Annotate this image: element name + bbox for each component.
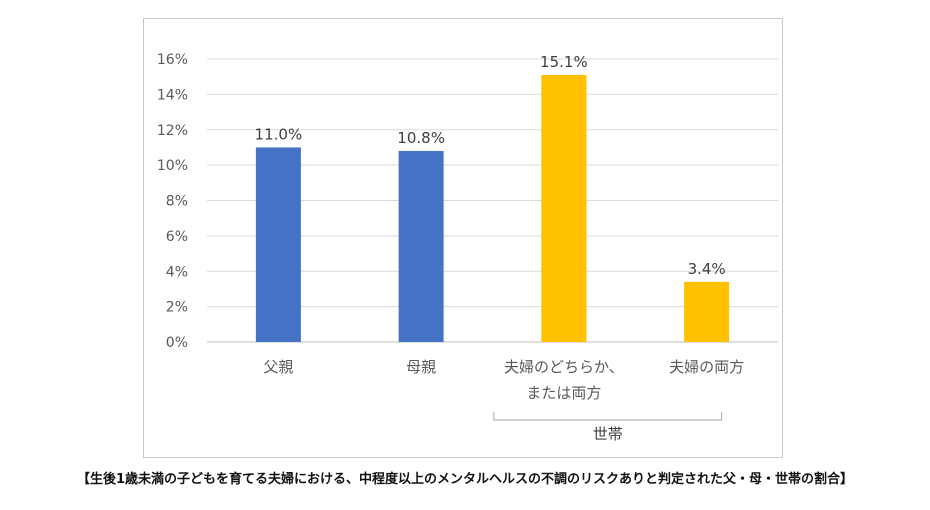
figure-caption: 【生後1歳未満の子どもを育てる夫婦における、中程度以上のメンタルヘルスの不調のリ… [76,472,854,487]
y-tick-label: 6% [166,229,188,245]
y-tick-label: 16% [157,52,188,68]
bar [398,150,444,342]
bar [255,147,301,342]
y-tick-label: 2% [166,300,188,316]
chart-frame [143,18,783,458]
category-label: 母親 [406,358,436,376]
category-label: 父親 [263,358,293,376]
bar [684,281,730,342]
data-label: 3.4% [688,260,726,278]
y-tick-label: 12% [157,123,188,139]
category-label: または両方 [526,384,601,402]
category-label: 夫婦の両方 [669,358,744,376]
y-tick-label: 10% [157,158,188,174]
data-label: 11.0% [255,125,303,143]
data-label: 10.8% [397,129,445,147]
y-tick-label: 14% [157,87,188,103]
group-bracket [493,412,723,421]
data-label: 15.1% [540,53,588,71]
category-label: 夫婦のどちらか、 [504,358,624,376]
group-bracket-label: 世帯 [593,425,623,443]
y-tick-label: 0% [166,335,188,351]
y-tick-label: 4% [166,264,188,280]
bar [541,74,587,342]
y-tick-label: 8% [166,194,188,210]
